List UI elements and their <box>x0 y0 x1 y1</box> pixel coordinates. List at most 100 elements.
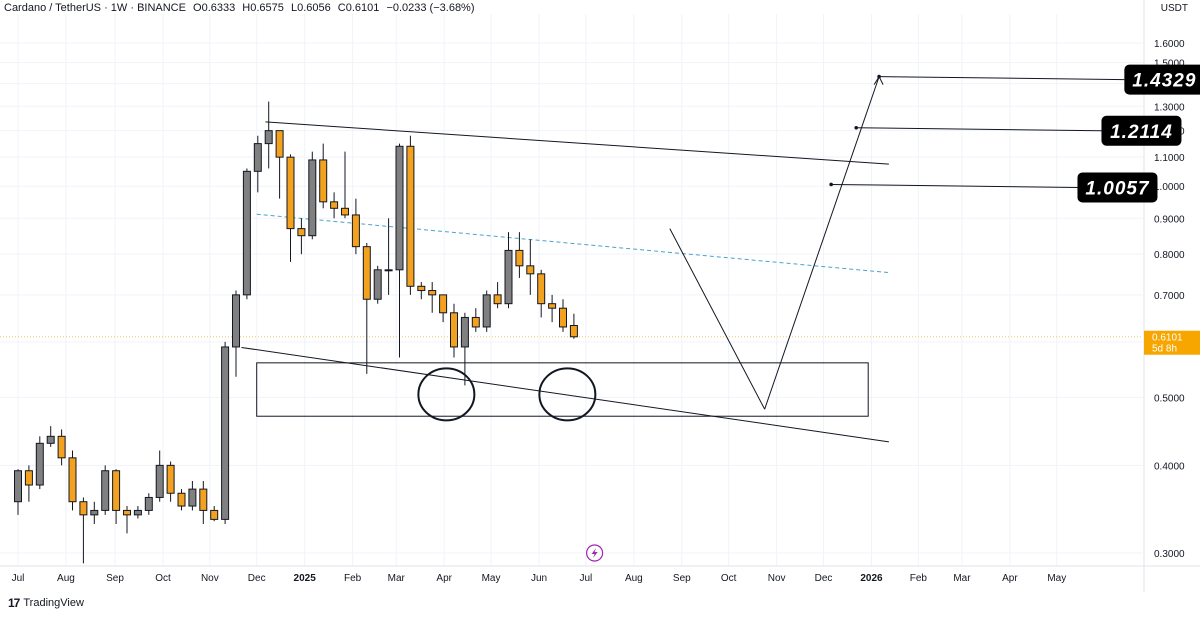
trendline <box>241 346 889 443</box>
x-tick-label: Feb <box>910 573 928 584</box>
candle-bear <box>297 228 306 237</box>
candle-bear <box>406 145 415 287</box>
candle-bull <box>133 509 142 516</box>
y-tick-label: 0.4000 <box>1154 461 1185 472</box>
y-tick-label: 0.3000 <box>1154 549 1185 560</box>
y-tick-label: 0.7000 <box>1154 291 1185 302</box>
brand-name: TradingView <box>23 597 84 609</box>
candle-bull <box>46 435 55 444</box>
candle-bear <box>275 130 284 158</box>
candle-bear <box>439 294 448 314</box>
highlight-circle <box>538 367 597 422</box>
candle-bear <box>548 303 557 309</box>
y-tick-label: 0.9000 <box>1154 214 1185 225</box>
candle-bear <box>526 265 535 275</box>
candle-bear <box>123 509 131 516</box>
x-tick-label: Nov <box>768 573 786 584</box>
x-tick-label: Sep <box>673 573 691 584</box>
target-line <box>831 183 1078 188</box>
candle-bull <box>242 170 251 296</box>
candle-bear <box>428 290 437 296</box>
target-label-box <box>1077 172 1158 203</box>
candle-bull <box>482 294 491 328</box>
symbol-header: Cardano / TetherUS · 1W · BINANCE O0.633… <box>4 2 479 14</box>
candle-bear <box>177 492 186 507</box>
candle-bear <box>68 457 77 503</box>
arrow-head <box>873 75 884 85</box>
ohlc-close: C0.6101 <box>337 2 380 14</box>
target-label-text: 1.0057 <box>1085 178 1150 199</box>
x-tick-label: Jun <box>531 573 547 584</box>
target-label-box <box>1124 64 1200 95</box>
target-label-box <box>1101 115 1182 146</box>
candle-bull <box>14 470 22 503</box>
x-tick-label: Sep <box>106 573 124 584</box>
y-tick-label: 0.5000 <box>1154 393 1185 404</box>
y-tick-label: 1.6000 <box>1154 39 1185 50</box>
candle-bull <box>101 470 110 511</box>
x-tick-label: Aug <box>57 573 75 584</box>
x-tick-label: Dec <box>815 573 833 584</box>
candle-bear <box>199 488 208 511</box>
highlight-circle <box>417 367 476 422</box>
x-tick-label: Aug <box>625 573 643 584</box>
target-line <box>879 76 1125 81</box>
candle-bull <box>155 464 164 498</box>
current-price-value: 0.6101 <box>1152 333 1183 344</box>
ohlc-high: H0.6575 <box>242 2 284 14</box>
y-tick-label: 1.5000 <box>1154 59 1185 70</box>
x-tick-label: Apr <box>1002 573 1018 584</box>
candle-bear <box>24 470 33 486</box>
candle-bull <box>395 145 404 271</box>
candle-bear <box>112 470 121 511</box>
x-tick-label: Mar <box>388 573 406 584</box>
currency-label[interactable]: USDT <box>1160 3 1188 14</box>
candle-bear <box>351 214 360 248</box>
candle-bull <box>253 143 262 172</box>
candle-bear <box>57 435 66 459</box>
trendline <box>764 76 880 410</box>
candle-bull <box>232 294 240 348</box>
candle-bull <box>308 159 317 237</box>
x-tick-label: Oct <box>721 573 737 584</box>
candle-bull <box>90 509 99 516</box>
x-tick-label: Jul <box>12 573 25 584</box>
x-tick-label: 2026 <box>860 573 883 584</box>
y-tick-label: 0.8000 <box>1154 250 1185 261</box>
candle-bear <box>362 246 371 300</box>
candle-bear <box>493 294 502 305</box>
trendline <box>669 228 766 410</box>
candle-bull <box>504 249 513 305</box>
x-tick-label: Mar <box>953 573 971 584</box>
x-tick-label: May <box>482 573 501 584</box>
candle-bear <box>450 312 458 348</box>
x-tick-label: May <box>1047 573 1066 584</box>
y-tick-label: 1.0000 <box>1154 182 1185 193</box>
target-point <box>829 182 833 187</box>
candle-bear <box>330 201 339 209</box>
candle-bull <box>221 346 230 520</box>
x-tick-label: Dec <box>248 573 266 584</box>
candle-bear <box>286 156 295 230</box>
symbol-info[interactable]: Cardano / TetherUS · 1W · BINANCE <box>4 2 186 14</box>
current-price-tag <box>1144 330 1200 355</box>
target-line <box>856 127 1102 132</box>
candle-bear <box>341 207 349 216</box>
tradingview-logo-icon: 17 <box>8 596 20 610</box>
candle-bear <box>417 285 426 292</box>
candle-bear <box>515 249 524 267</box>
x-tick-label: Apr <box>436 573 452 584</box>
trendline <box>265 121 889 165</box>
tradingview-brand[interactable]: 17 TradingView <box>8 596 84 610</box>
ohlc-change: −0.0233 (−3.68%) <box>386 2 475 14</box>
ohlc-open: O0.6333 <box>193 2 236 14</box>
candle-bear <box>537 273 546 305</box>
candle-bull <box>188 488 197 507</box>
x-tick-label: Feb <box>344 573 362 584</box>
x-tick-label: Nov <box>201 573 219 584</box>
x-tick-label: 2025 <box>294 573 317 584</box>
candle-bull <box>384 269 393 272</box>
y-tick-label: 1.1000 <box>1154 153 1185 164</box>
